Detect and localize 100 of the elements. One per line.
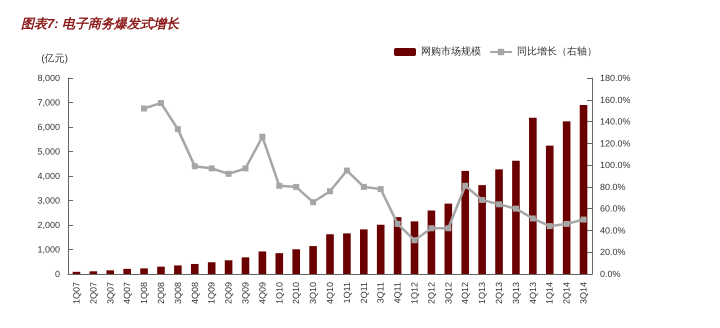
y-tick-label: 2,000: [37, 220, 60, 230]
bar: [360, 229, 368, 274]
bar: [512, 160, 520, 274]
bar: [529, 118, 537, 274]
point: [378, 186, 384, 192]
y2-tick-label: 180.0%: [600, 73, 631, 83]
legend-label: 网购市场规模: [421, 46, 481, 58]
point: [564, 220, 570, 227]
bar: [275, 253, 284, 274]
bar: [140, 268, 148, 274]
x-tick-label: 1Q13: [477, 282, 488, 304]
x-tick-label: 4Q09: [257, 282, 268, 304]
x-tick-label: 4Q12: [460, 282, 470, 304]
bar: [106, 270, 114, 274]
y2-tick-label: 0.0%: [600, 269, 621, 279]
y2-tick-label: 60.0%: [600, 204, 626, 214]
y2-tick-label: 20.0%: [600, 247, 626, 258]
bar: [224, 260, 232, 274]
y2-tick-label: 140.0%: [600, 116, 631, 127]
bar: [90, 271, 98, 274]
y-tick-label: 5,000: [37, 146, 60, 156]
x-tick-label: 4Q13: [528, 282, 538, 304]
point: [259, 134, 266, 140]
bar: [258, 251, 266, 274]
y-tick-label: 4,000: [37, 171, 60, 181]
bar: [461, 170, 470, 274]
y2-tick-label: 100.0%: [600, 160, 631, 170]
bar: [562, 121, 570, 274]
x-tick-label: 2Q07: [88, 282, 98, 304]
bar: [242, 257, 250, 274]
point: [327, 188, 333, 194]
y-tick-label: 1,000: [37, 244, 60, 254]
point: [293, 184, 300, 190]
point: [496, 201, 502, 208]
point: [394, 220, 401, 227]
x-tick-label: 4Q07: [122, 282, 132, 304]
point: [580, 216, 587, 223]
x-tick-label: 2Q12: [426, 282, 436, 304]
bar: [410, 221, 418, 274]
bar: [495, 169, 503, 274]
y-tick-label: 3,000: [37, 196, 60, 206]
x-tick-label: 2Q10: [291, 282, 302, 304]
x-tick-label: 3Q12: [443, 282, 454, 304]
point: [360, 184, 367, 190]
x-tick-label: 2Q09: [224, 282, 234, 304]
y-tick-label: 7,000: [37, 98, 60, 108]
x-tick-label: 1Q09: [206, 282, 217, 304]
x-tick-label: 3Q09: [240, 282, 250, 304]
point: [546, 223, 553, 230]
point: [462, 182, 468, 189]
point: [512, 206, 519, 212]
x-tick-label: 1Q14: [544, 282, 555, 304]
bar: [343, 233, 351, 274]
bar: [309, 246, 317, 274]
x-tick-label: 1Q12: [410, 282, 420, 304]
bar: [157, 266, 165, 274]
x-tick-label: 3Q14: [578, 282, 589, 304]
point: [412, 237, 418, 244]
x-tick-label: 3Q13: [510, 282, 521, 304]
point: [226, 170, 232, 177]
x-tick-label: 2Q13: [494, 282, 504, 304]
point: [530, 215, 536, 222]
bar: [376, 224, 385, 274]
x-tick-label: 2Q08: [156, 282, 166, 304]
x-tick-label: 3Q07: [105, 282, 116, 304]
y-tick-label: 0: [54, 269, 60, 279]
bar: [208, 262, 216, 274]
point: [158, 100, 164, 106]
bar: [478, 185, 486, 274]
bar: [580, 104, 588, 274]
x-tick-label: 4Q11: [392, 282, 403, 304]
point: [310, 199, 316, 206]
x-tick-label: 1Q11: [342, 282, 352, 304]
chart-title: 图表7: 电子商务爆发式增长: [21, 16, 180, 31]
bar: [326, 234, 334, 274]
y-tick-label: 6,000: [37, 122, 60, 132]
bar: [546, 146, 554, 274]
x-tick-label: 1Q07: [71, 282, 82, 304]
legend-label: 同比增长（右轴）: [517, 46, 597, 58]
point: [242, 165, 248, 172]
y2-tick-label: 120.0%: [600, 138, 631, 148]
point: [344, 168, 350, 174]
bar: [190, 264, 199, 274]
y2-tick-label: 160.0%: [600, 94, 631, 105]
x-tick-label: 2Q11: [358, 282, 369, 304]
point: [428, 225, 434, 232]
y-axis-title: (亿元): [41, 54, 68, 64]
x-tick-label: 4Q10: [325, 282, 335, 304]
x-tick-label: 3Q11: [376, 282, 386, 304]
point: [276, 182, 282, 189]
point: [208, 165, 215, 172]
x-tick-label: 1Q08: [139, 282, 150, 304]
point: [141, 105, 148, 112]
point: [174, 126, 181, 132]
bar: [123, 268, 131, 274]
y2-tick-label: 40.0%: [600, 225, 626, 236]
x-tick-label: 3Q08: [172, 282, 183, 304]
x-tick-label: 4Q08: [190, 282, 200, 304]
x-tick-label: 2Q14: [562, 282, 572, 304]
bar: [292, 249, 300, 274]
